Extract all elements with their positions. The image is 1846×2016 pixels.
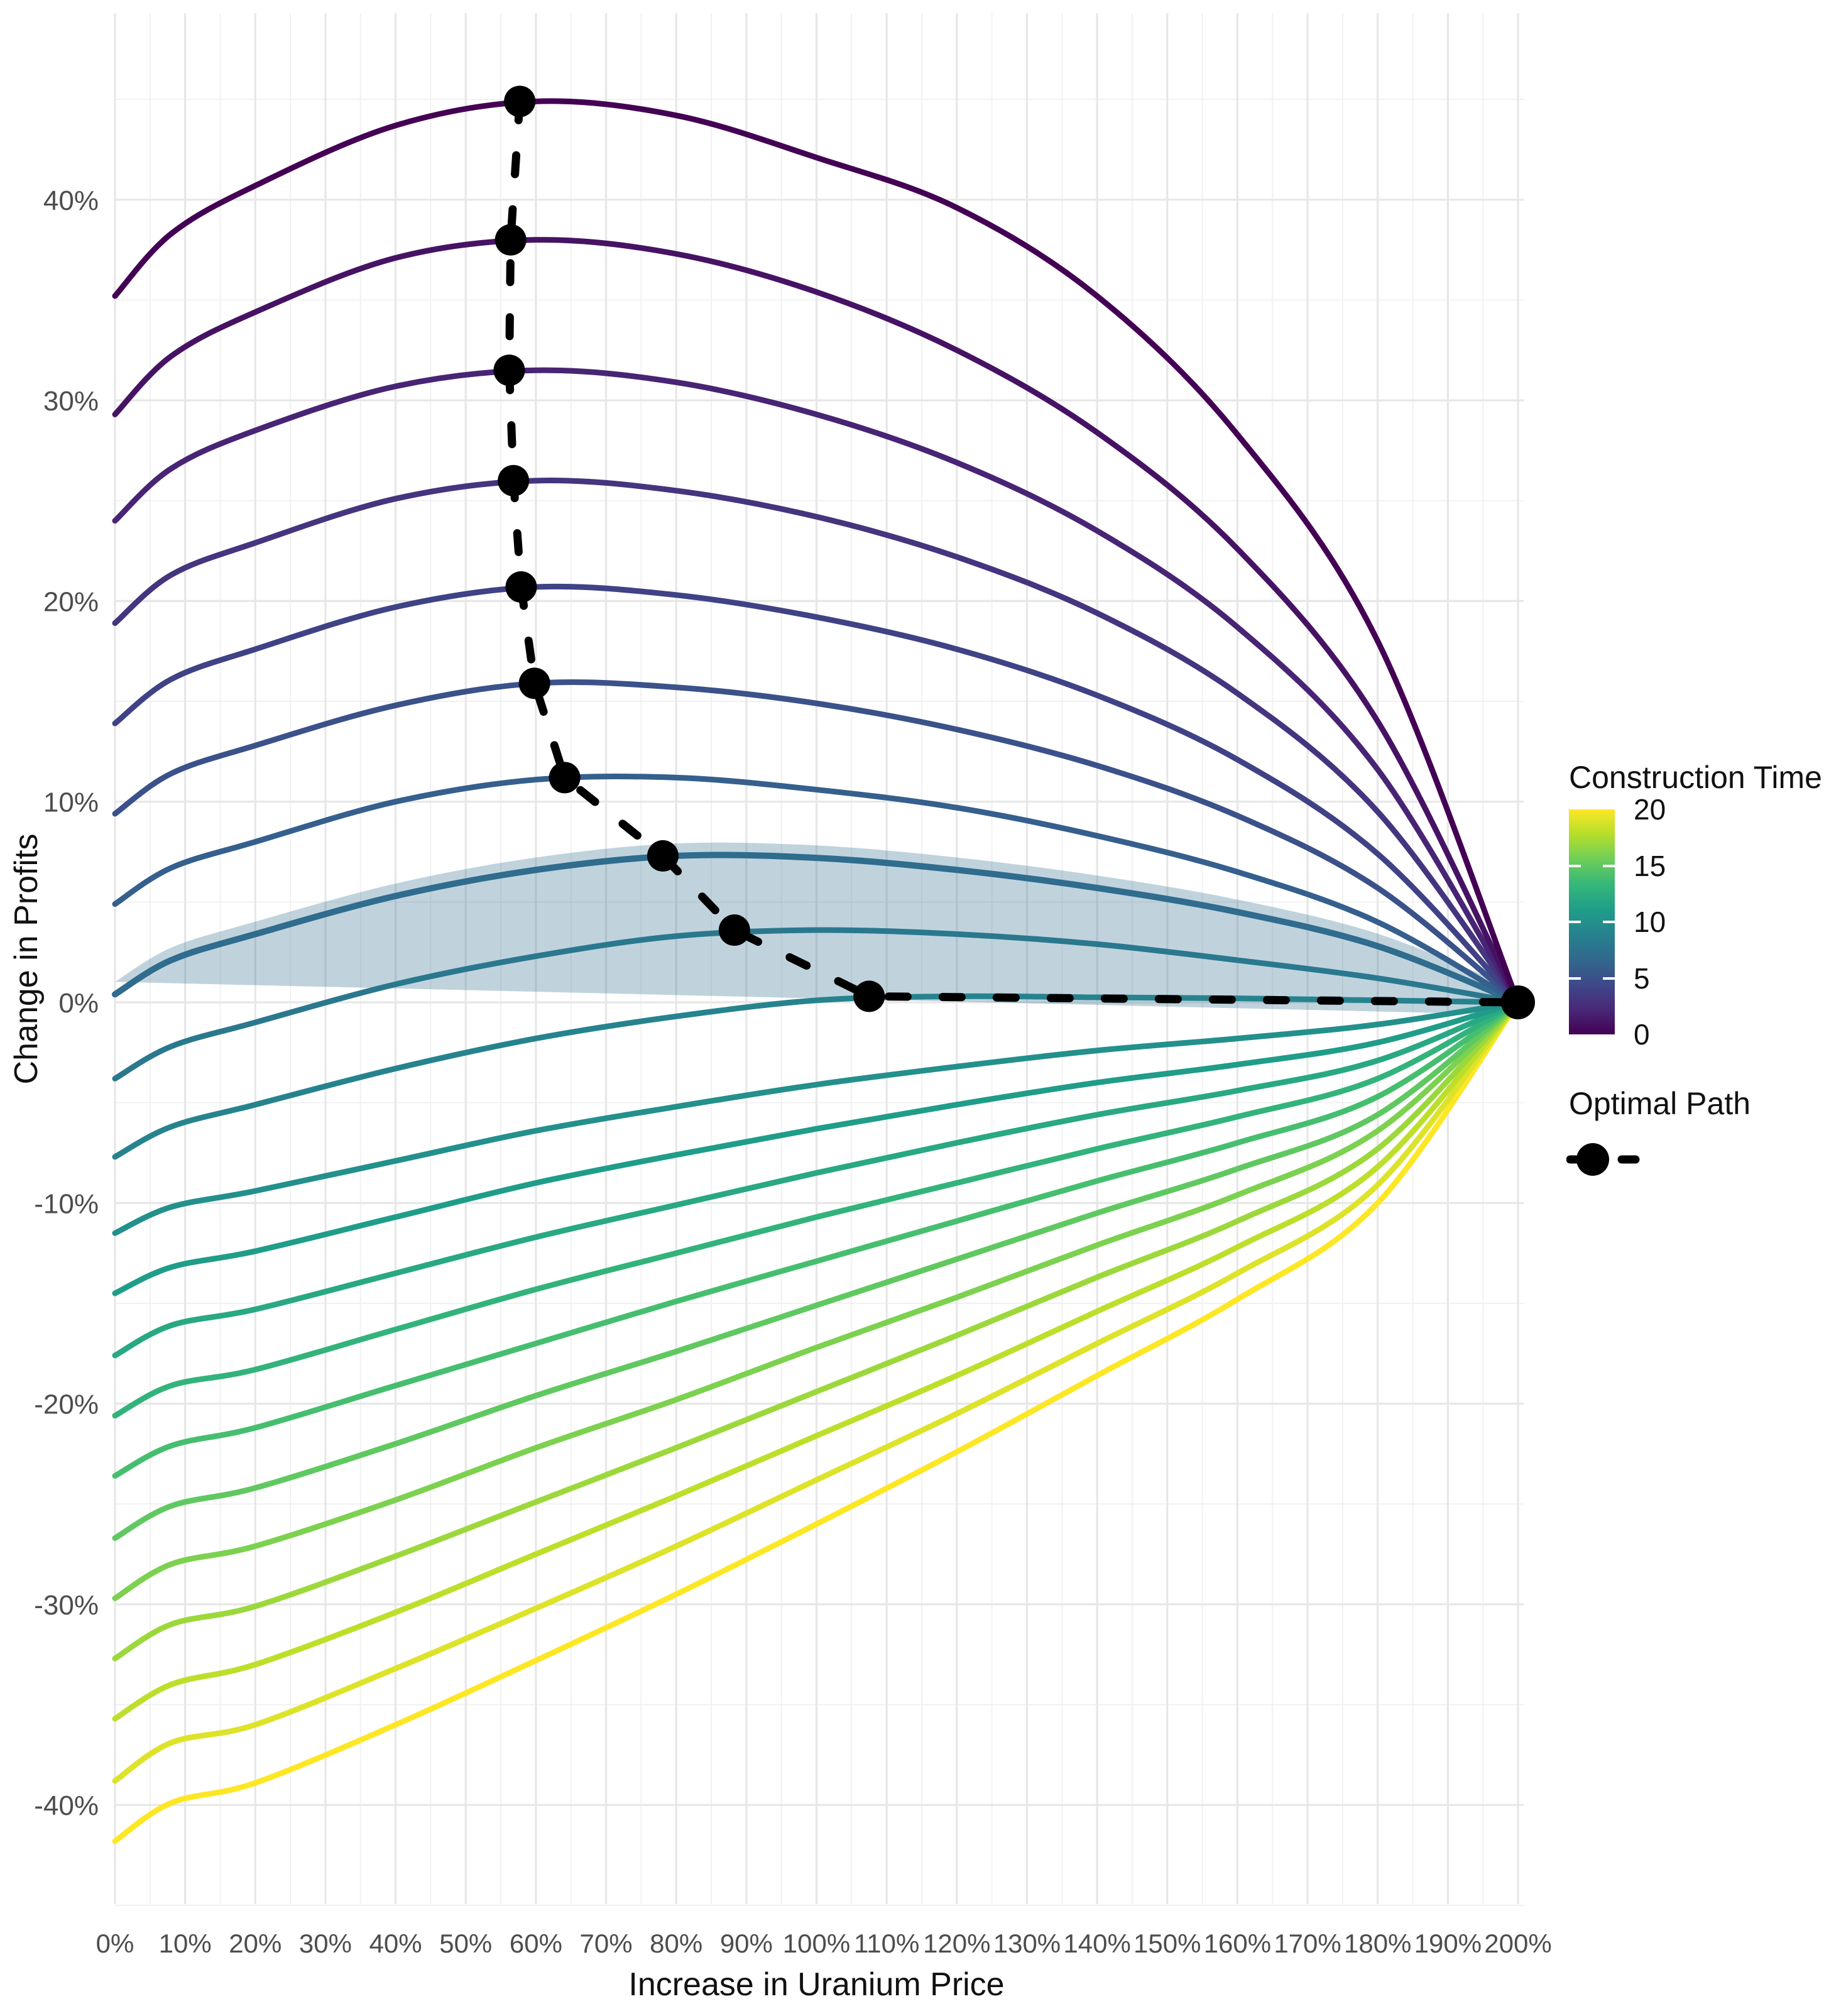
x-tick-label: 120%	[923, 1929, 990, 1958]
x-tick-label: 90%	[720, 1929, 773, 1958]
legend-title-construction-time: Construction Time	[1569, 760, 1822, 795]
optimal-path-point	[505, 571, 537, 603]
x-axis-title: Increase in Uranium Price	[628, 1966, 1005, 2003]
x-tick-label: 10%	[159, 1929, 212, 1958]
x-tick-label: 0%	[96, 1929, 134, 1958]
x-tick-label: 100%	[783, 1929, 850, 1958]
curve-construction-time-17	[112, 999, 1521, 1662]
y-axis-title: Change in Profits	[8, 833, 45, 1085]
optimal-path-point	[1501, 985, 1535, 1019]
y-tick-label: -20%	[34, 1389, 99, 1420]
curve-construction-time-4	[112, 583, 1521, 1005]
x-tick-label: 190%	[1414, 1929, 1482, 1958]
x-tick-label: 170%	[1274, 1929, 1341, 1958]
y-tick-label: 20%	[43, 586, 99, 617]
optimal-path-point	[647, 840, 679, 872]
x-tick-label: 40%	[369, 1929, 422, 1958]
x-tick-label: 110%	[854, 1929, 919, 1958]
colorbar-tick-label: 0	[1634, 1018, 1650, 1051]
curve-construction-time-0	[112, 98, 1521, 1005]
legend-title-optimal-path: Optimal Path	[1569, 1086, 1751, 1121]
x-tick-label: 150%	[1133, 1929, 1201, 1958]
y-tick-label: 10%	[43, 787, 99, 818]
x-tick-label: 60%	[510, 1929, 562, 1958]
optimal-path-key-dot	[1576, 1143, 1609, 1176]
colorbar-tick-mark	[1569, 864, 1581, 867]
curve-construction-time-20	[112, 999, 1521, 1844]
curve-construction-time-6	[112, 774, 1521, 1005]
colorbar-tick-mark	[1569, 921, 1581, 923]
curve-construction-time-12	[112, 999, 1521, 1359]
curve-construction-time-11	[112, 999, 1521, 1296]
optimal-path-point	[493, 354, 525, 386]
x-tick-label: 160%	[1204, 1929, 1271, 1958]
curve-construction-time-2	[112, 367, 1521, 1005]
optimal-path-point	[718, 914, 750, 946]
y-tick-label: -40%	[34, 1790, 99, 1821]
colorbar-tick-label: 20	[1634, 793, 1666, 826]
optimal-path-point	[498, 464, 530, 496]
y-tick-label: 40%	[43, 185, 99, 216]
colorbar-tick-mark	[1603, 977, 1615, 980]
curve-construction-time-14	[112, 999, 1521, 1479]
curve-construction-time-1	[112, 237, 1521, 1005]
colorbar-tick-mark	[1603, 921, 1615, 923]
curve-construction-time-10	[112, 999, 1521, 1236]
colorbar-tick-label: 10	[1634, 906, 1666, 938]
x-tick-label: 180%	[1344, 1929, 1411, 1958]
x-tick-label: 130%	[993, 1929, 1061, 1958]
x-tick-label: 140%	[1063, 1929, 1130, 1958]
x-tick-label: 30%	[299, 1929, 352, 1958]
optimal-path-point	[853, 980, 885, 1012]
curve-construction-time-9	[112, 993, 1521, 1160]
y-tick-label: -30%	[34, 1590, 99, 1621]
optimal-path-legend-key	[1566, 1143, 1667, 1176]
x-tick-label: 70%	[580, 1929, 633, 1958]
colorbar-tick-mark	[1603, 864, 1615, 867]
curve-construction-time-5	[112, 679, 1521, 1005]
curve-construction-time-8	[112, 927, 1521, 1082]
x-tick-label: 50%	[439, 1929, 492, 1958]
x-tick-label: 200%	[1484, 1929, 1551, 1958]
curve-construction-time-13	[112, 999, 1521, 1419]
curve-construction-time-18	[112, 999, 1521, 1722]
y-tick-label: 30%	[43, 386, 99, 417]
x-tick-label: 20%	[229, 1929, 281, 1958]
colorbar-tick-label: 5	[1634, 961, 1650, 995]
colorbar-tick-mark	[1569, 977, 1581, 980]
curve-construction-time-16	[112, 999, 1521, 1601]
optimal-path-line	[505, 97, 1522, 1007]
curve-construction-time-7	[112, 852, 1521, 1005]
y-tick-label: 0%	[58, 988, 99, 1019]
y-tick-label: -10%	[34, 1188, 99, 1219]
optimal-path-point	[549, 762, 581, 794]
curve-construction-time-15	[112, 999, 1521, 1542]
curve-construction-time-3	[112, 478, 1521, 1005]
x-tick-label: 80%	[650, 1929, 702, 1958]
optimal-path-point	[518, 667, 550, 699]
optimal-path-point	[504, 85, 536, 118]
curve-construction-time-19	[112, 999, 1521, 1784]
optimal-path-point	[494, 224, 527, 256]
colorbar-tick-label: 15	[1634, 849, 1666, 882]
